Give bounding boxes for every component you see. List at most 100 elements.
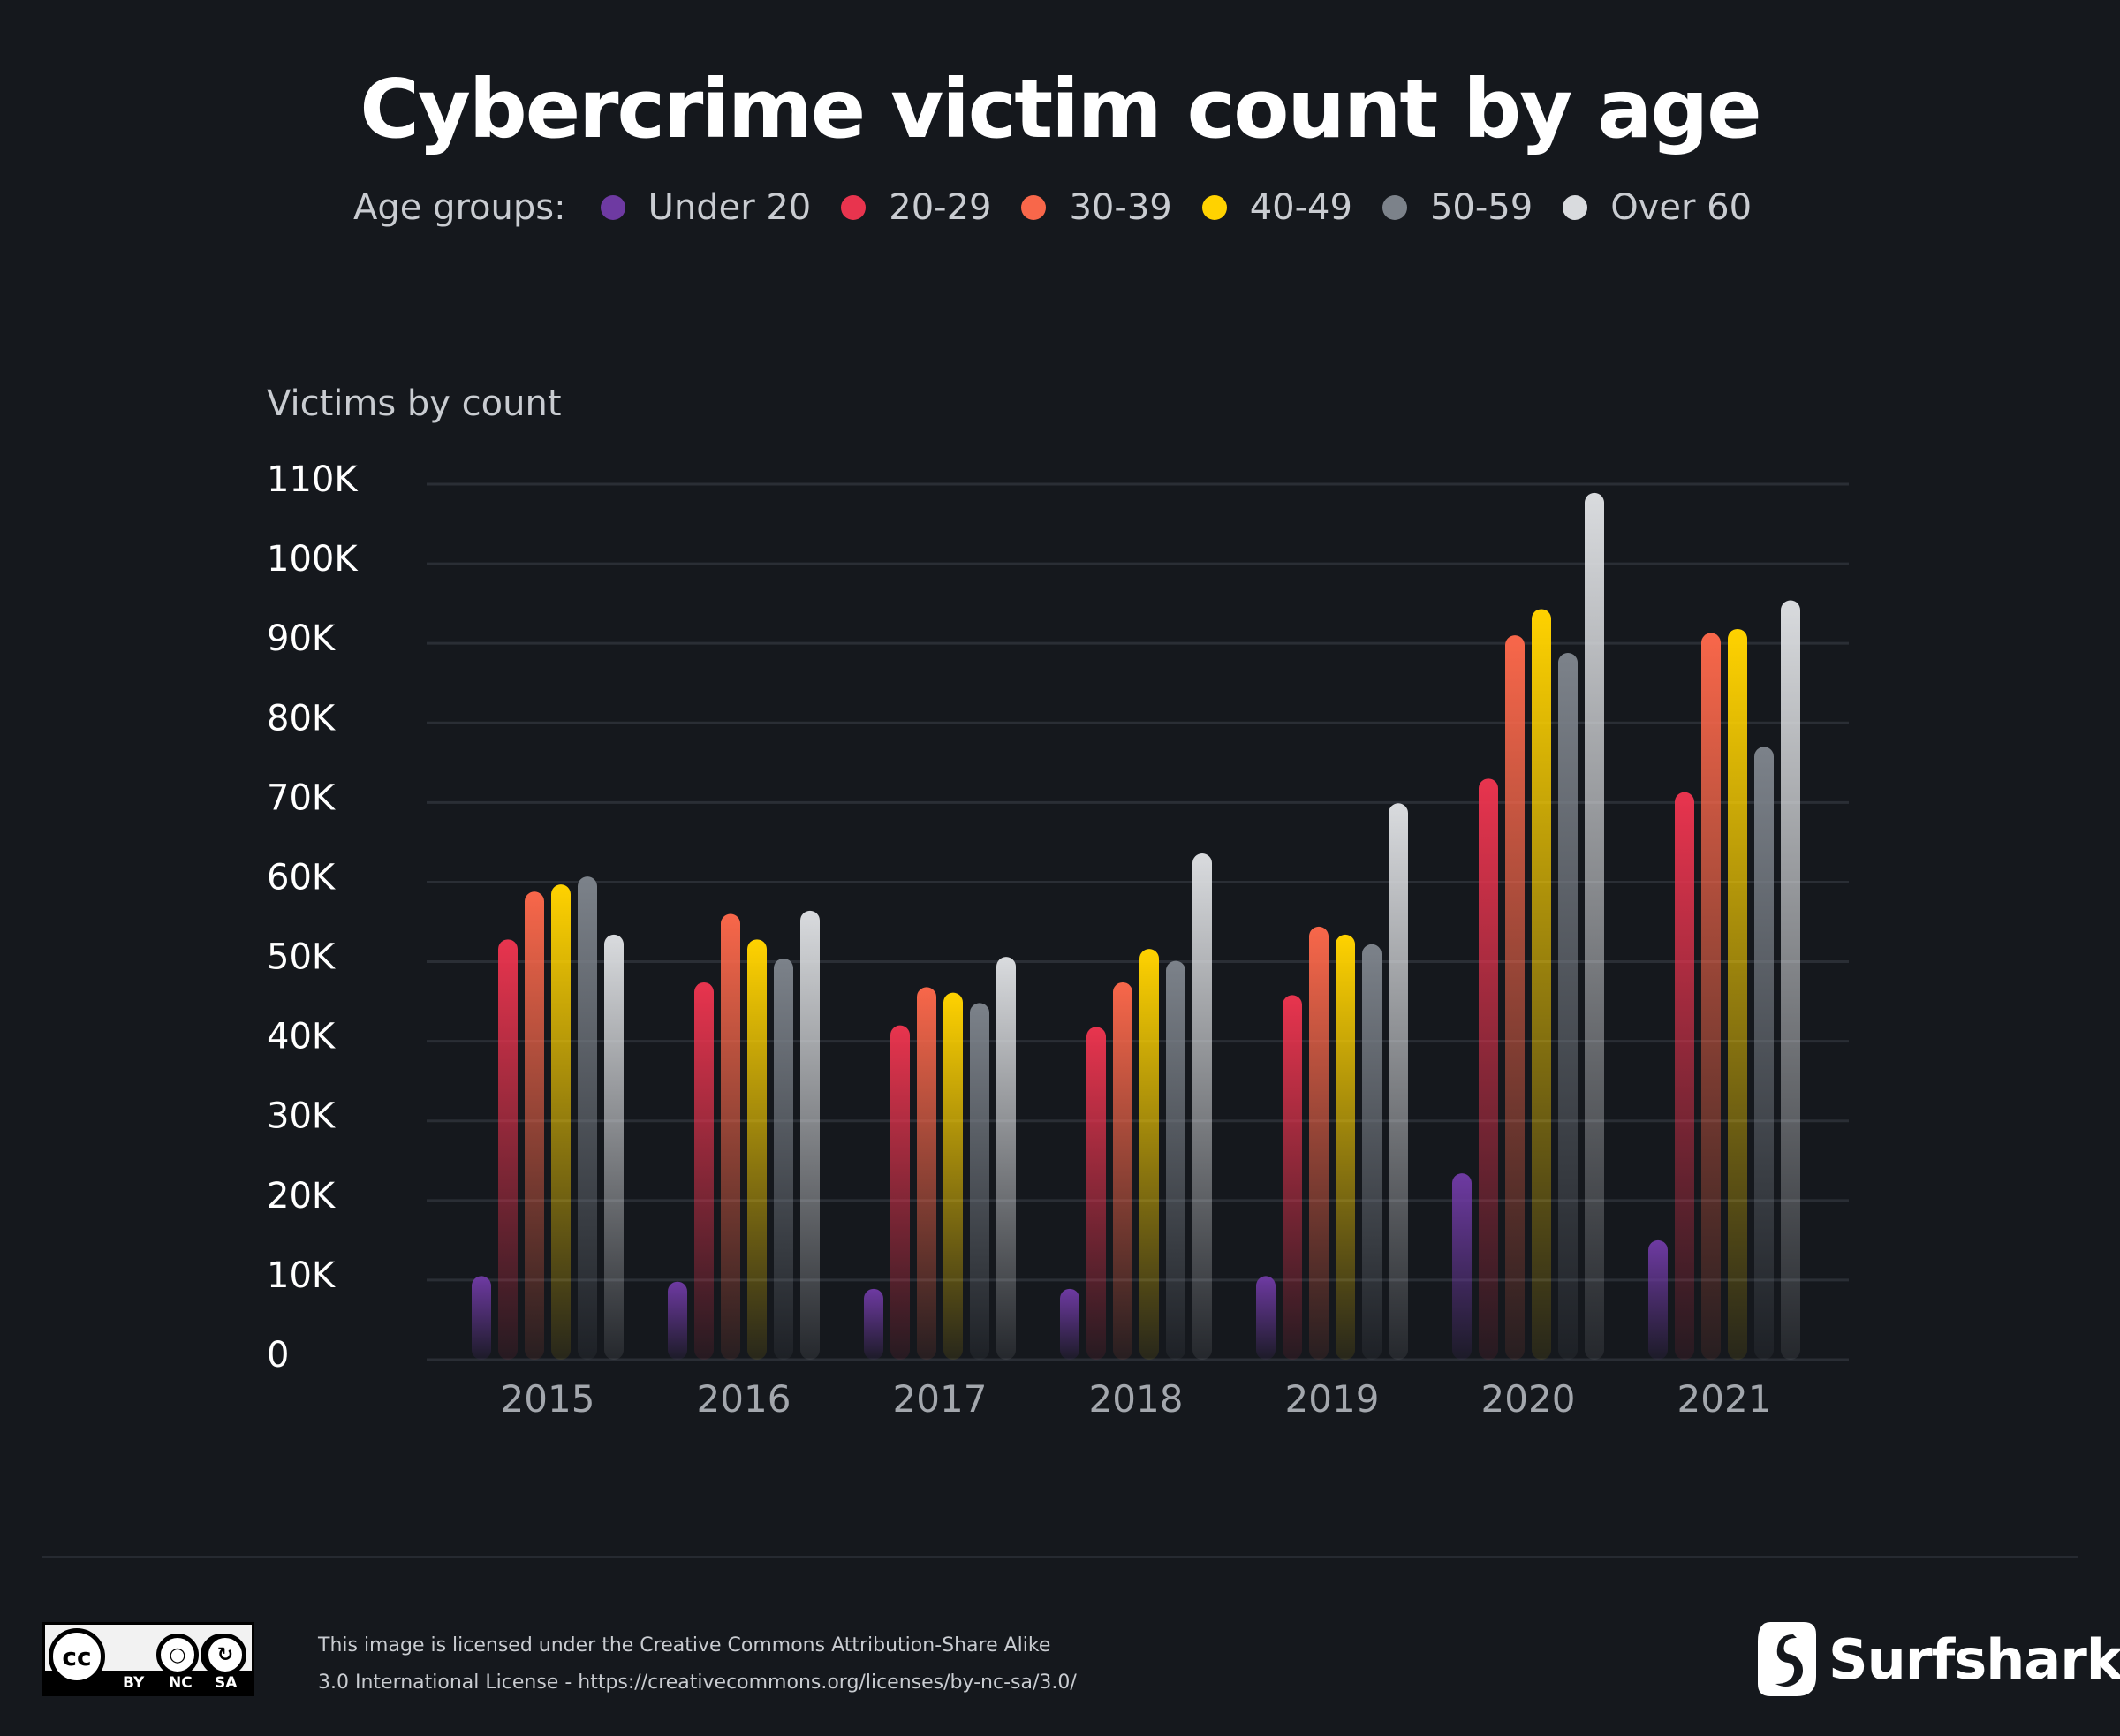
legend-item-30-39: 30-39 bbox=[1021, 187, 1172, 228]
bar-2015-20-29 bbox=[498, 939, 518, 1360]
legend-item-50-59: 50-59 bbox=[1382, 187, 1533, 228]
y-tick-label: 10K bbox=[267, 1255, 337, 1296]
bar-2018-under-20 bbox=[1060, 1288, 1079, 1360]
bar-2021-under-20 bbox=[1648, 1239, 1668, 1360]
legend-item-20-29: 20-29 bbox=[841, 187, 991, 228]
bar-2016-30-39 bbox=[721, 913, 740, 1360]
x-tick-label: 2020 bbox=[1481, 1377, 1576, 1421]
bar-2019-under-20 bbox=[1256, 1276, 1276, 1360]
legend: Age groups: Under 20 20-29 30-39 40-49 5… bbox=[0, 187, 2120, 228]
y-tick-label: 80K bbox=[267, 698, 337, 739]
legend-item-40-49: 40-49 bbox=[1201, 187, 1352, 228]
legend-dot-40-49 bbox=[1201, 195, 1227, 220]
legend-text-40-49: 40-49 bbox=[1249, 187, 1352, 228]
bar-2019-50-59 bbox=[1362, 944, 1382, 1360]
license-text: This image is licensed under the Creativ… bbox=[318, 1627, 1201, 1702]
footer-divider bbox=[42, 1556, 2078, 1558]
legend-text-under-20: Under 20 bbox=[647, 187, 812, 228]
bar-2016-under-20 bbox=[668, 1281, 687, 1360]
bar-2016-20-29 bbox=[694, 982, 714, 1360]
cc-tag-by: BY bbox=[123, 1674, 145, 1692]
sharealike-icon: ↻ bbox=[204, 1634, 246, 1676]
y-tick-label: 50K bbox=[267, 937, 337, 978]
bars bbox=[472, 492, 1800, 1360]
bar-2020-30-39 bbox=[1505, 635, 1525, 1360]
x-tick-label: 2021 bbox=[1677, 1377, 1772, 1421]
chart-title: Cybercrime victim count by age bbox=[360, 62, 1761, 156]
surfshark-logo-icon bbox=[1758, 1622, 1816, 1696]
y-tick-label: 110K bbox=[267, 459, 359, 500]
legend-text-30-39: 30-39 bbox=[1069, 187, 1172, 228]
bar-2017-30-39 bbox=[917, 987, 936, 1360]
cc-license-badge[interactable]: cc ○ $ ↻ BY NC SA bbox=[42, 1622, 254, 1696]
bar-2015-50-59 bbox=[578, 876, 597, 1360]
brand-name: Surfshark bbox=[1828, 1626, 2120, 1692]
cc-icon: cc bbox=[49, 1628, 105, 1685]
legend-item-over-60: Over 60 bbox=[1563, 187, 1752, 228]
bar-2015-40-49 bbox=[551, 884, 571, 1360]
bar-2016-50-59 bbox=[774, 958, 793, 1360]
x-tick-label: 2016 bbox=[697, 1377, 791, 1421]
y-tick-label: 60K bbox=[267, 857, 337, 898]
y-axis-label: Victims by count bbox=[267, 383, 562, 424]
cc-tag-nc: NC bbox=[169, 1674, 193, 1692]
bar-2021-50-59 bbox=[1754, 747, 1774, 1360]
legend-dot-20-29 bbox=[841, 195, 867, 220]
attribution-icon: ○ bbox=[156, 1634, 199, 1676]
legend-dot-under-20 bbox=[600, 195, 625, 220]
bar-2015-30-39 bbox=[525, 891, 544, 1360]
bar-2020-over-60 bbox=[1585, 492, 1604, 1360]
bar-2021-over-60 bbox=[1781, 600, 1800, 1360]
legend-label: Age groups: bbox=[352, 187, 566, 228]
legend-item-under-20: Under 20 bbox=[600, 187, 812, 228]
gridlines bbox=[427, 482, 1849, 1361]
y-tick-label: 40K bbox=[267, 1017, 337, 1058]
bar-2018-20-29 bbox=[1086, 1027, 1106, 1360]
y-tick-label: 0 bbox=[267, 1335, 289, 1376]
bar-2021-30-39 bbox=[1701, 633, 1721, 1360]
y-tick-label: 90K bbox=[267, 618, 337, 659]
y-tick-label: 70K bbox=[267, 777, 337, 818]
bar-2017-40-49 bbox=[943, 992, 963, 1360]
bar-2020-50-59 bbox=[1558, 652, 1578, 1360]
bar-2015-over-60 bbox=[604, 934, 624, 1360]
bar-2019-30-39 bbox=[1309, 926, 1329, 1360]
x-tick-label: 2019 bbox=[1285, 1377, 1380, 1421]
y-tick-label: 30K bbox=[267, 1096, 337, 1137]
bar-2018-30-39 bbox=[1113, 982, 1132, 1360]
bar-2021-20-29 bbox=[1675, 792, 1694, 1360]
cc-tag-sa: SA bbox=[215, 1674, 238, 1692]
bar-2019-20-29 bbox=[1283, 995, 1302, 1360]
bar-2015-under-20 bbox=[472, 1276, 491, 1360]
bar-2017-over-60 bbox=[996, 957, 1016, 1360]
brand[interactable]: Surfshark ® bbox=[1758, 1622, 2120, 1696]
legend-text-50-59: 50-59 bbox=[1429, 187, 1533, 228]
bar-2016-over-60 bbox=[800, 910, 820, 1360]
bar-2020-under-20 bbox=[1452, 1173, 1472, 1360]
x-tick-label: 2018 bbox=[1089, 1377, 1184, 1421]
legend-text-20-29: 20-29 bbox=[889, 187, 992, 228]
bar-2019-40-49 bbox=[1336, 934, 1355, 1360]
bar-2017-20-29 bbox=[890, 1025, 910, 1360]
license-line-1: This image is licensed under the Creativ… bbox=[318, 1634, 1051, 1656]
bar-2020-40-49 bbox=[1532, 609, 1551, 1360]
x-axis-ticks: 2015 2016 2017 2018 2019 2020 2021 bbox=[501, 1377, 1772, 1421]
x-tick-label: 2015 bbox=[501, 1377, 595, 1421]
bar-2018-over-60 bbox=[1192, 853, 1212, 1360]
bar-2018-50-59 bbox=[1166, 960, 1185, 1360]
bar-2016-40-49 bbox=[747, 939, 767, 1360]
bar-2021-40-49 bbox=[1728, 628, 1747, 1360]
bar-2017-50-59 bbox=[970, 1003, 989, 1360]
bar-2017-under-20 bbox=[864, 1288, 883, 1360]
legend-dot-50-59 bbox=[1382, 195, 1407, 220]
bar-2019-over-60 bbox=[1389, 803, 1408, 1360]
y-axis-ticks: 0 10K 20K 30K 40K 50K 60K 70K 80K 90K 100K 110K bbox=[267, 459, 359, 1376]
bar-2018-40-49 bbox=[1140, 949, 1159, 1360]
bar-chart: Victims by count 0 10K 20K 30K 40K 50K 60K 70K 8… bbox=[267, 383, 1849, 1421]
legend-dot-over-60 bbox=[1563, 195, 1588, 220]
license-line-2[interactable]: 3.0 International License - https://crea… bbox=[318, 1672, 1077, 1694]
y-tick-label: 100K bbox=[267, 539, 359, 580]
legend-dot-30-39 bbox=[1021, 195, 1047, 220]
bar-2020-20-29 bbox=[1479, 778, 1498, 1360]
x-tick-label: 2017 bbox=[893, 1377, 988, 1421]
